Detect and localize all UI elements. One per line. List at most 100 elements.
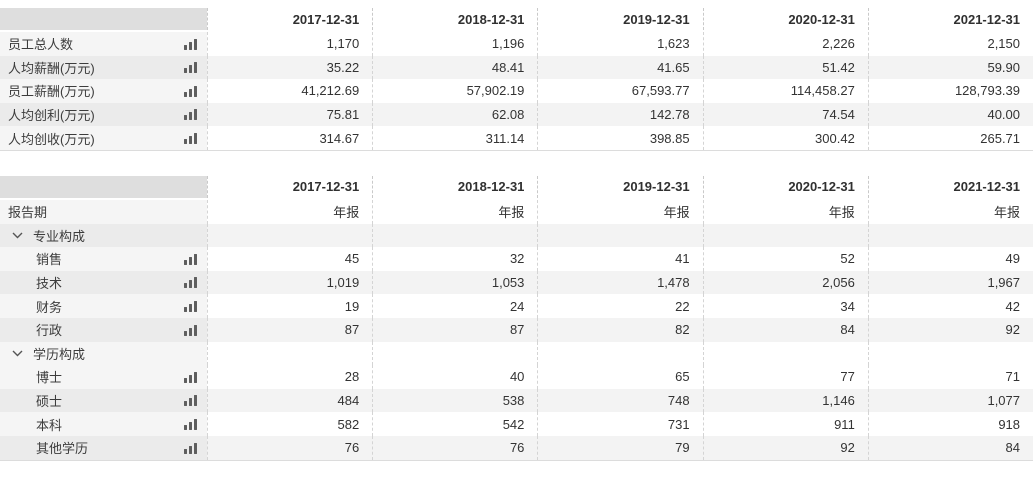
cell-value: 300.42 — [702, 126, 868, 150]
cell-value — [537, 341, 703, 366]
bar-chart-icon[interactable] — [184, 277, 197, 289]
cell-value: 582 — [207, 412, 373, 436]
cell-value: 918 — [867, 412, 1033, 436]
bar-chart-icon[interactable] — [184, 371, 197, 383]
cell-value: 92 — [702, 435, 868, 460]
table-row: 员工总人数 1,170 1,196 1,623 2,226 2,150 — [0, 32, 1033, 56]
chevron-down-icon[interactable] — [12, 232, 23, 239]
cell-value — [702, 223, 868, 248]
cell-value: 75.81 — [207, 102, 373, 127]
bar-chart-icon[interactable] — [184, 62, 197, 74]
employee-summary-table: 2017-12-31 2018-12-31 2019-12-31 2020-12-31… — [0, 8, 1033, 151]
bar-chart-icon[interactable] — [184, 253, 197, 265]
cell-value: 1,478 — [537, 270, 703, 295]
table-row: 本科 582 542 731 911 918 — [0, 412, 1033, 436]
table-row: 博士 28 40 65 77 71 — [0, 365, 1033, 389]
table-row: 其他学历 76 76 79 92 84 — [0, 435, 1033, 460]
employee-composition-table: 2017-12-31 2018-12-31 2019-12-31 2020-12-31… — [0, 175, 1033, 461]
table-row: 人均薪酬(万元) 35.22 48.41 41.65 51.42 59.90 — [0, 55, 1033, 80]
cell-value: 114,458.27 — [702, 79, 868, 103]
cell-value: 48.41 — [372, 55, 538, 80]
cell-value: 731 — [537, 412, 703, 436]
cell-value — [207, 223, 373, 248]
table-row[interactable]: 学历构成 — [0, 341, 1033, 366]
cell-value: 1,967 — [867, 270, 1033, 295]
cell-value: 28 — [207, 365, 373, 389]
row-label: 本科 — [36, 417, 63, 433]
cell-value: 65 — [537, 365, 703, 389]
cell-value: 41.65 — [537, 55, 703, 80]
cell-value: 41,212.69 — [207, 79, 373, 103]
bar-chart-icon[interactable] — [184, 442, 197, 454]
cell-value: 34 — [702, 294, 868, 318]
cell-value: 2,150 — [867, 32, 1033, 56]
cell-value: 74.54 — [702, 102, 868, 127]
cell-value: 67,593.77 — [537, 79, 703, 103]
cell-value: 40.00 — [867, 102, 1033, 127]
cell-value: 314.67 — [207, 126, 373, 150]
table-row: 人均创利(万元) 75.81 62.08 142.78 74.54 40.00 — [0, 102, 1033, 127]
row-label: 销售 — [36, 252, 63, 268]
cell-value: 42 — [867, 294, 1033, 318]
cell-value: 19 — [207, 294, 373, 318]
cell-value: 265.71 — [867, 126, 1033, 150]
row-label: 人均薪酬(万元) — [8, 60, 95, 76]
row-label-cell: 人均创收(万元) — [0, 126, 207, 150]
cell-value — [867, 341, 1033, 366]
row-label: 员工总人数 — [8, 37, 74, 53]
row-label-cell: 博士 — [0, 365, 207, 389]
row-label: 博士 — [36, 370, 63, 386]
cell-value — [372, 223, 538, 248]
cell-value: 1,053 — [372, 270, 538, 295]
column-header-date: 2017-12-31 — [207, 8, 373, 30]
chevron-down-icon[interactable] — [12, 350, 23, 357]
cell-value: 年报 — [867, 199, 1033, 224]
cell-value: 76 — [207, 435, 373, 460]
table-row: 销售 45 32 41 52 49 — [0, 247, 1033, 271]
cell-value: 52 — [702, 247, 868, 271]
cell-value: 87 — [207, 317, 373, 342]
cell-value — [372, 341, 538, 366]
row-label-cell: 报告期 — [0, 199, 207, 224]
row-label: 学历构成 — [33, 346, 86, 362]
row-label-cell: 人均创利(万元) — [0, 102, 207, 127]
cell-value: 398.85 — [537, 126, 703, 150]
row-label: 财务 — [36, 299, 63, 315]
bar-chart-icon[interactable] — [184, 38, 197, 50]
cell-value: 76 — [372, 435, 538, 460]
cell-value: 142.78 — [537, 102, 703, 127]
column-header-date: 2020-12-31 — [702, 8, 868, 30]
employee-statistics-page: 2017-12-31 2018-12-31 2019-12-31 2020-12-31… — [0, 8, 1033, 461]
row-label-cell: 人均薪酬(万元) — [0, 55, 207, 80]
row-label-cell: 销售 — [0, 247, 207, 271]
table-row[interactable]: 专业构成 — [0, 223, 1033, 248]
cell-value: 1,623 — [537, 32, 703, 56]
bar-chart-icon[interactable] — [184, 109, 197, 121]
bar-chart-icon[interactable] — [184, 418, 197, 430]
bar-chart-icon[interactable] — [184, 85, 197, 97]
bar-chart-icon[interactable] — [184, 132, 197, 144]
cell-value: 128,793.39 — [867, 79, 1033, 103]
column-header-date: 2019-12-31 — [537, 175, 703, 198]
row-label-cell: 学历构成 — [0, 341, 207, 366]
bar-chart-icon[interactable] — [184, 395, 197, 407]
row-label-cell: 硕士 — [0, 388, 207, 413]
cell-value: 911 — [702, 412, 868, 436]
cell-value: 79 — [537, 435, 703, 460]
cell-value — [702, 341, 868, 366]
row-label-cell: 员工薪酬(万元) — [0, 79, 207, 103]
column-header-date: 2020-12-31 — [702, 175, 868, 198]
cell-value: 62.08 — [372, 102, 538, 127]
table-header-row: 2017-12-31 2018-12-31 2019-12-31 2020-12-31… — [0, 8, 1033, 30]
bar-chart-icon[interactable] — [184, 324, 197, 336]
row-label: 其他学历 — [36, 441, 89, 457]
bar-chart-icon[interactable] — [184, 300, 197, 312]
cell-value: 1,077 — [867, 388, 1033, 413]
cell-value: 92 — [867, 317, 1033, 342]
column-header-date: 2017-12-31 — [207, 175, 373, 198]
column-header-date: 2021-12-31 — [867, 8, 1033, 30]
cell-value: 59.90 — [867, 55, 1033, 80]
row-label-cell: 本科 — [0, 412, 207, 436]
cell-value: 84 — [702, 317, 868, 342]
row-label-cell: 员工总人数 — [0, 32, 207, 56]
